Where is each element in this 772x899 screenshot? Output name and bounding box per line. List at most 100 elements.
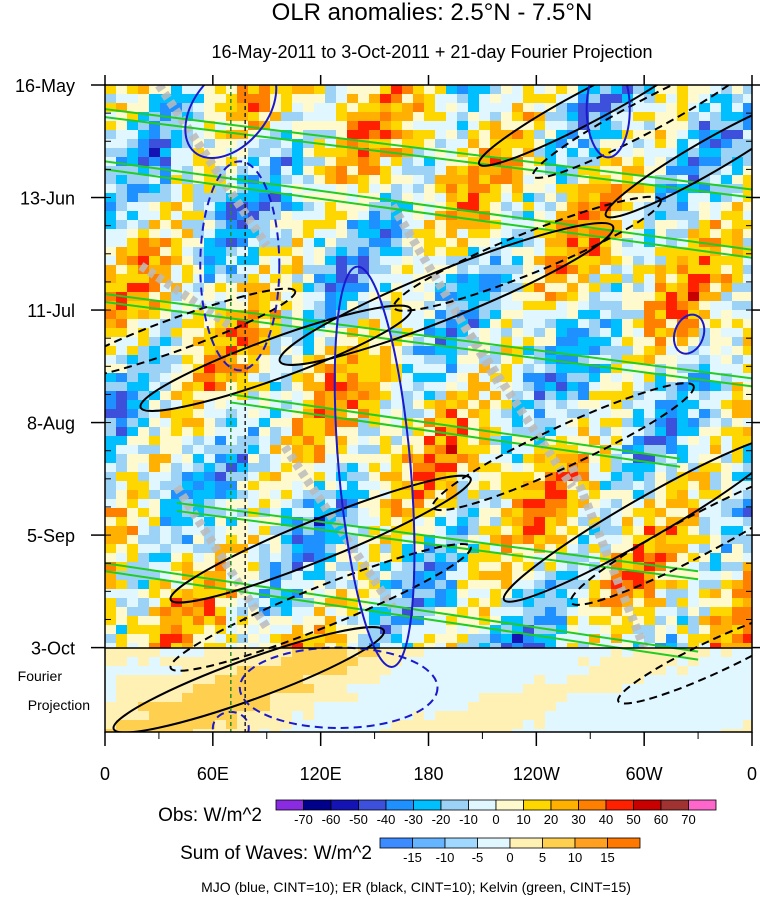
projection-cell xyxy=(303,684,315,694)
heat-cell xyxy=(545,499,557,509)
heat-cell xyxy=(567,103,579,113)
projection-cell xyxy=(105,684,117,694)
heat-cell xyxy=(391,85,403,95)
heat-cell xyxy=(446,328,458,338)
heat-cell xyxy=(149,112,161,122)
heat-cell xyxy=(688,436,700,446)
projection-cell xyxy=(270,666,282,676)
heat-cell xyxy=(160,319,172,329)
heat-cell xyxy=(523,265,535,275)
projection-cell xyxy=(292,711,304,721)
heat-cell xyxy=(611,625,623,635)
heat-cell xyxy=(292,373,304,383)
heat-cell xyxy=(237,607,249,617)
heat-cell xyxy=(457,625,469,635)
heat-cell xyxy=(105,121,117,131)
projection-cell xyxy=(237,657,249,667)
heat-cell xyxy=(677,463,689,473)
heat-cell xyxy=(677,328,689,338)
heat-cell xyxy=(611,202,623,212)
heat-cell xyxy=(193,148,205,158)
heat-cell xyxy=(149,193,161,203)
projection-cell xyxy=(732,675,744,685)
heat-cell xyxy=(710,391,722,401)
projection-cell xyxy=(534,648,546,658)
projection-cell xyxy=(490,684,502,694)
heat-cell xyxy=(105,238,117,248)
projection-cell xyxy=(127,711,139,721)
heat-cell xyxy=(523,409,535,419)
heat-cell xyxy=(336,157,348,167)
heat-cell xyxy=(512,517,524,527)
heat-cell xyxy=(644,202,656,212)
heat-cell xyxy=(578,166,590,176)
heat-cell xyxy=(149,166,161,176)
heat-cell xyxy=(501,445,513,455)
heat-cell xyxy=(303,301,315,311)
heat-cell xyxy=(204,571,216,581)
heat-cell xyxy=(127,193,139,203)
projection-cell xyxy=(413,657,425,667)
heat-cell xyxy=(578,265,590,275)
heat-cell xyxy=(435,508,447,518)
heat-cell xyxy=(182,373,194,383)
chart-title: OLR anomalies: 2.5°N - 7.5°N xyxy=(272,0,593,26)
heat-cell xyxy=(457,112,469,122)
heat-cell xyxy=(160,166,172,176)
heat-cell xyxy=(127,328,139,338)
heat-cell xyxy=(347,337,359,347)
heat-cell xyxy=(611,85,623,95)
heat-cell xyxy=(666,436,678,446)
heat-cell xyxy=(281,553,293,563)
heat-cell xyxy=(545,571,557,581)
projection-cell xyxy=(314,666,326,676)
heat-cell xyxy=(248,157,260,167)
heat-cell xyxy=(633,193,645,203)
heat-cell xyxy=(688,445,700,455)
projection-cell xyxy=(688,711,700,721)
heat-cell xyxy=(534,418,546,428)
heat-cell xyxy=(171,229,183,239)
heat-cell xyxy=(149,292,161,302)
heat-cell xyxy=(215,220,227,230)
heat-cell xyxy=(248,247,260,257)
heat-cell xyxy=(380,391,392,401)
heat-cell xyxy=(171,220,183,230)
heat-cell xyxy=(336,418,348,428)
heat-cell xyxy=(160,616,172,626)
heat-cell xyxy=(402,184,414,194)
heat-cell xyxy=(347,553,359,563)
heat-cell xyxy=(336,337,348,347)
heat-cell xyxy=(556,103,568,113)
heat-cell xyxy=(347,436,359,446)
heat-cell xyxy=(611,472,623,482)
heat-cell xyxy=(215,382,227,392)
heat-cell xyxy=(677,454,689,464)
heat-cell xyxy=(116,472,128,482)
heat-cell xyxy=(303,310,315,320)
heat-cell xyxy=(358,112,370,122)
projection-cell xyxy=(633,657,645,667)
heat-cell xyxy=(424,211,436,221)
heat-cell xyxy=(611,571,623,581)
heat-cell xyxy=(457,409,469,419)
projection-cell xyxy=(182,684,194,694)
heat-cell xyxy=(149,598,161,608)
heat-cell xyxy=(358,103,370,113)
heat-cell xyxy=(655,94,667,104)
heat-cell xyxy=(468,553,480,563)
heat-cell xyxy=(402,238,414,248)
heat-cell xyxy=(149,400,161,410)
heat-cell xyxy=(193,283,205,293)
heat-cell xyxy=(270,427,282,437)
heat-cell xyxy=(435,382,447,392)
heat-cell xyxy=(710,535,722,545)
heat-cell xyxy=(479,625,491,635)
heat-cell xyxy=(380,508,392,518)
heat-cell xyxy=(523,364,535,374)
heat-cell xyxy=(644,301,656,311)
heat-cell xyxy=(325,499,337,509)
heat-cell xyxy=(677,553,689,563)
heat-cell xyxy=(116,418,128,428)
heat-cell xyxy=(512,373,524,383)
